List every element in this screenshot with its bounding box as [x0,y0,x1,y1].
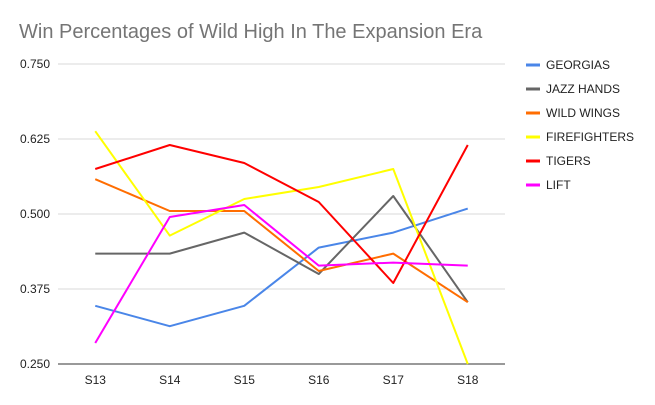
series-line-jazz-hands [95,195,469,303]
series-line-tigers [94,144,469,284]
legend-label-firefighters: FIREFIGHTERS [546,130,634,144]
legend-label-tigers: TIGERS [546,154,591,168]
x-tick-label: S15 [234,373,256,387]
x-tick-label: S14 [159,373,181,387]
x-axis-tick-labels: S13 S14 S15 S16 S17 S18 [85,373,479,387]
series-line-georgias [94,207,469,328]
y-axis-tick-labels: 0.750 0.625 0.500 0.375 0.250 [20,57,50,371]
series-line-lift [94,204,468,344]
x-tick-label: S16 [308,373,330,387]
x-tick-label: S18 [457,373,479,387]
legend-label-lift: LIFT [546,178,571,192]
legend-label-georgias: GEORGIAS [546,58,610,72]
chart-title: Win Percentages of Wild High In The Expa… [19,21,483,43]
legend-label-wild-wings: WILD WINGS [546,106,620,120]
series-lines [94,130,469,365]
y-tick-label: 0.625 [20,132,50,146]
y-tick-label: 0.750 [20,57,50,71]
x-tick-label: S13 [85,373,107,387]
legend-label-jazz-hands: JAZZ HANDS [546,82,620,96]
legend: GEORGIAS JAZZ HANDS WILD WINGS FIREFIGHTERS… [526,58,634,192]
y-tick-label: 0.375 [20,282,50,296]
x-tick-label: S17 [383,373,405,387]
y-tick-label: 0.250 [20,357,50,371]
y-tick-label: 0.500 [20,207,50,221]
series-line-firefighters [94,130,469,365]
